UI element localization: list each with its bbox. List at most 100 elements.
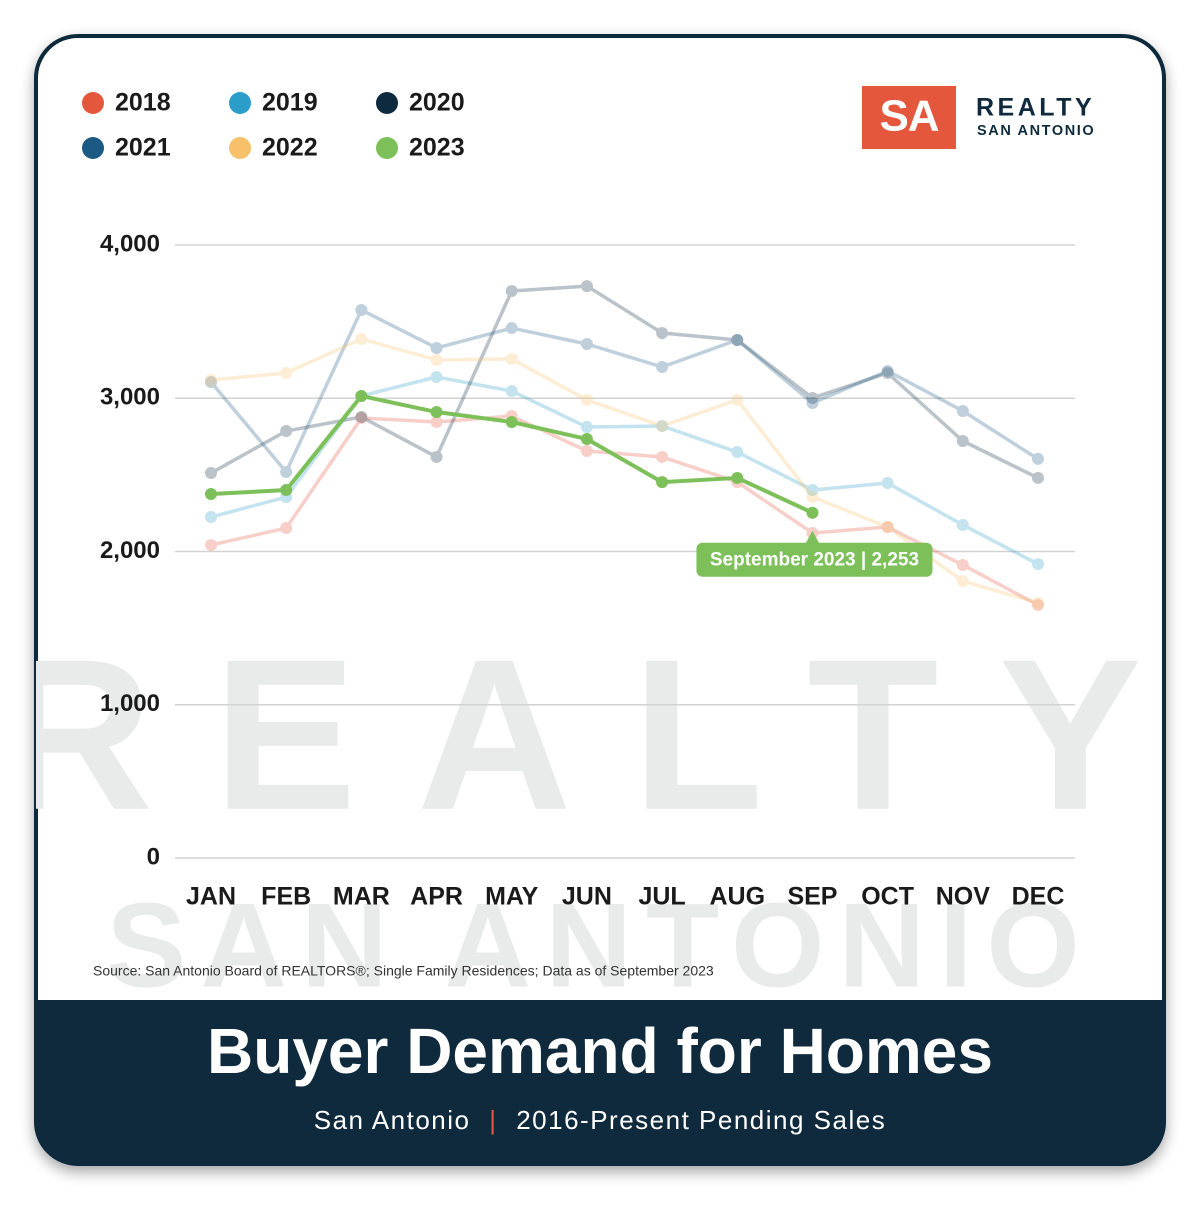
y-tick-label: 2,000 (100, 537, 160, 564)
data-point (656, 360, 669, 373)
data-point (580, 433, 593, 446)
x-tick-label: JUN (562, 883, 612, 911)
watermark: REALTY SAN ANTONIO (0, 614, 1200, 1013)
data-point (355, 412, 368, 425)
y-tick-label: 0 (147, 843, 160, 870)
data-point (355, 303, 368, 316)
data-point (656, 419, 669, 432)
data-point (205, 488, 217, 501)
data-point (430, 353, 443, 366)
data-point (280, 465, 293, 478)
data-point (505, 353, 518, 366)
legend-swatch (376, 92, 398, 114)
x-tick-label: FEB (261, 883, 311, 911)
data-point (1032, 471, 1044, 484)
data-point (580, 337, 593, 350)
data-point (280, 522, 293, 535)
data-point (580, 393, 593, 406)
legend-swatch (229, 92, 251, 114)
x-tick-label: NOV (936, 883, 991, 911)
data-point (355, 389, 368, 402)
legend-label: 2020 (409, 89, 465, 117)
annotation-box (696, 542, 933, 577)
watermark-line: SAN ANTONIO (106, 879, 1093, 1013)
legend-label: 2022 (262, 134, 318, 162)
data-point (205, 374, 217, 387)
data-point (580, 280, 593, 293)
x-tick-label: OCT (861, 883, 914, 911)
data-point (656, 326, 669, 339)
subtitle-place: San Antonio (314, 1105, 471, 1135)
data-point (1032, 598, 1044, 611)
annotation-text: September 2023 | 2,253 (710, 550, 919, 571)
data-point (956, 575, 969, 588)
logo: SA REALTY SAN ANTONIO (862, 86, 1095, 149)
data-point (881, 366, 894, 379)
source-note: Source: San Antonio Board of REALTORS®; … (93, 963, 714, 979)
data-point (430, 406, 443, 419)
data-point (430, 450, 443, 463)
data-point (956, 435, 969, 448)
data-point (806, 391, 819, 404)
subtitle-separator: | (489, 1105, 497, 1135)
chart-title: Buyer Demand for Homes (207, 1015, 993, 1087)
legend-swatch (376, 137, 398, 159)
y-tick-label: 3,000 (100, 384, 160, 411)
x-tick-label: AUG (709, 883, 765, 911)
annotation-pointer (805, 530, 820, 544)
data-point (806, 490, 819, 503)
data-point (881, 520, 894, 533)
watermark-line: REALTY (0, 614, 1200, 855)
legend-swatch (82, 137, 104, 159)
data-point (355, 332, 368, 345)
data-point (280, 425, 293, 438)
legend: 2018 2019 2020 2021 2022 2023 (82, 89, 465, 162)
data-point (580, 421, 593, 434)
series-line (210, 284, 1039, 480)
data-point (656, 419, 669, 432)
logo-tagline: SAN ANTONIO (977, 123, 1095, 139)
series (205, 303, 1044, 478)
x-tick-label: MAY (485, 883, 539, 911)
data-point (505, 416, 518, 429)
x-tick-label: APR (410, 883, 463, 911)
data-point (430, 341, 443, 354)
data-point (956, 558, 969, 571)
data-point (806, 484, 819, 497)
data-point (355, 410, 368, 423)
data-point (505, 385, 518, 398)
data-point (731, 334, 744, 347)
data-point (806, 506, 819, 519)
series (205, 280, 1044, 484)
series-line (209, 308, 1039, 474)
data-point (731, 334, 744, 347)
data-point (656, 476, 669, 489)
footer-band (36, 1000, 1164, 1164)
data-point (731, 393, 744, 406)
data-point (205, 376, 217, 389)
x-tick-label: JUL (638, 883, 685, 911)
data-point (505, 284, 518, 297)
legend-swatch (229, 137, 251, 159)
data-point (205, 539, 217, 552)
x-tick-label: MAR (333, 883, 390, 911)
card-content: REALTY SAN ANTONIO 0 1,000 2,000 3,000 4,000… (0, 230, 1200, 1164)
data-point (505, 322, 518, 335)
data-point (881, 520, 894, 533)
data-point (1032, 596, 1044, 609)
data-point (280, 366, 293, 379)
y-tick-label: 1,000 (100, 690, 160, 717)
chart-subtitle: San Antonio | 2016-Present Pending Sales (314, 1105, 886, 1135)
legend-label: 2021 (115, 134, 171, 162)
series-line (210, 337, 1039, 605)
legend-label: 2018 (115, 89, 171, 117)
logo-mark: SA (879, 92, 938, 141)
data-point (430, 416, 443, 429)
data-point (205, 467, 217, 480)
data-point (580, 444, 593, 457)
series (205, 389, 819, 519)
x-tick-label: SEP (787, 883, 837, 911)
legend-swatch (82, 92, 104, 114)
legend-label: 2019 (262, 89, 318, 117)
